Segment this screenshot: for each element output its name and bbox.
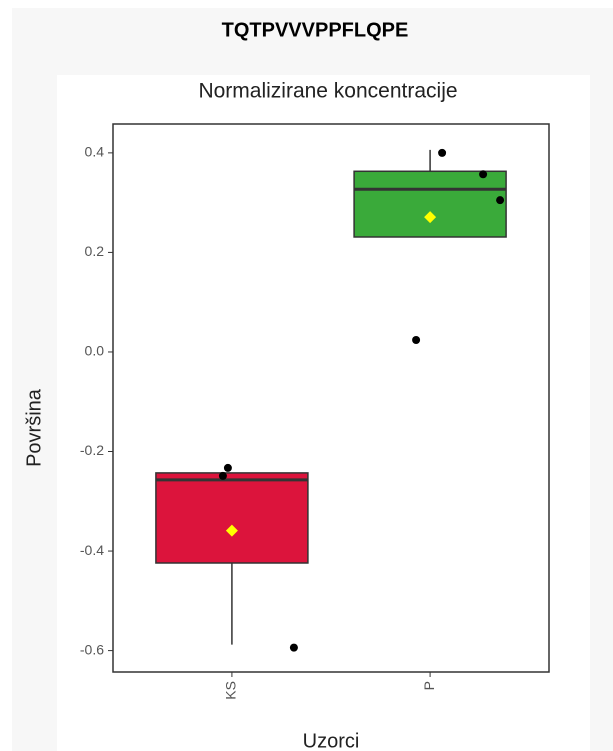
x-tick-label: KS [223, 681, 239, 700]
point [496, 196, 505, 205]
box [353, 170, 507, 238]
plot-frame [112, 123, 550, 673]
chart-title: TQTPVVVPPFLQPE [222, 19, 409, 41]
y-tick-label: -0.6 [80, 641, 104, 657]
y-tick-label: 0.4 [85, 144, 105, 160]
point [412, 336, 421, 345]
y-axis-label: Površina [23, 388, 45, 467]
panel [57, 75, 590, 751]
y-tick-label: -0.2 [80, 442, 104, 458]
point [289, 643, 298, 652]
x-axis-label: Uzorci [303, 730, 360, 751]
y-tick-label: 0.2 [85, 243, 105, 259]
x-tick-label: P [421, 681, 437, 690]
y-tick-label: 0.0 [85, 343, 105, 359]
point [479, 170, 488, 179]
point [438, 148, 447, 157]
chart-subtitle: Normalizirane koncentracije [198, 80, 457, 103]
y-tick-label: -0.4 [80, 542, 104, 558]
point [223, 463, 232, 472]
mean [424, 211, 437, 224]
mean [225, 524, 238, 537]
point [218, 471, 227, 480]
box [155, 472, 309, 564]
